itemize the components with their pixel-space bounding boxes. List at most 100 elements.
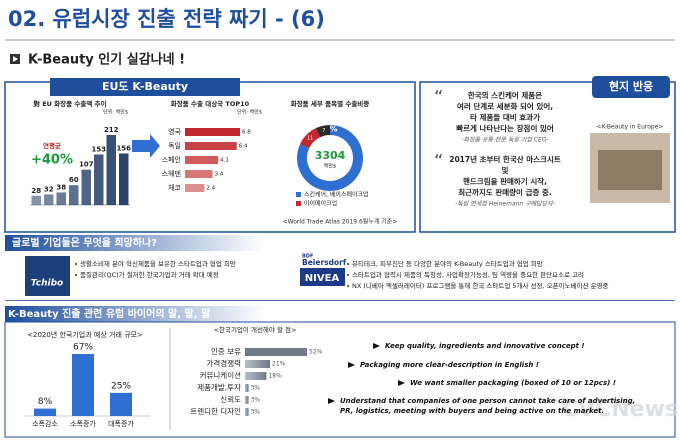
global-title: 글로벌 기업들은 무엇을 희망하나? xyxy=(12,236,157,249)
legend-label: 아이메이크업 xyxy=(304,200,337,208)
value-label: 3% xyxy=(251,397,261,404)
category-label: 스페인 xyxy=(162,155,181,164)
bar xyxy=(245,348,307,356)
buyer-quote: Keep quality, ingredients and innovative… xyxy=(385,342,585,350)
company-item: 품질관리(QC)가 철저한 한국기업과 거래 확대 예정 xyxy=(80,270,219,279)
arrow xyxy=(132,134,160,158)
category-label: 스웨덴 xyxy=(162,169,181,178)
value-label: 21% xyxy=(272,361,286,368)
reaction-title-tab xyxy=(592,76,670,98)
quote-line: 핸드크림을 판매하기 시작, xyxy=(463,176,547,186)
eu-title: EU도 K-Beauty xyxy=(102,80,188,93)
quote-source: -화장품 유통 전문 독일 기업 CEO- xyxy=(461,137,548,144)
bar xyxy=(245,360,271,368)
category-label: 커뮤니케이션 xyxy=(200,370,241,380)
page-title: 02. 유럽시장 진출 전략 짜기 - (6) xyxy=(8,7,325,31)
tchibo-logo xyxy=(25,256,70,296)
bar xyxy=(185,142,237,150)
value-label: 28 xyxy=(31,187,41,195)
source: <World Trade Atlas 2019.6월누계 기준> xyxy=(283,218,398,226)
bar xyxy=(185,184,205,192)
subtitle: K-Beauty 인기 실감나네 ! xyxy=(28,52,185,68)
bar xyxy=(245,372,267,380)
chart-title: <한국기업이 개선해야 할 점> xyxy=(214,325,297,334)
quote-mark: “ xyxy=(434,151,443,172)
donut-segment xyxy=(315,125,331,138)
eu-title-bar xyxy=(50,78,240,96)
value-label: 6.8 xyxy=(242,130,251,136)
bar xyxy=(72,354,94,416)
bar xyxy=(245,408,249,416)
value-label: 7 xyxy=(322,128,325,134)
quote-arrow xyxy=(348,362,355,368)
bar xyxy=(81,169,91,205)
bdf-text: BDF xyxy=(302,254,313,260)
bar xyxy=(185,170,213,178)
global-title-bar xyxy=(5,235,265,251)
buyer-title: K-Beauty 진출 관련 유럽 바이어의 말, 말, 말 xyxy=(8,307,211,320)
item-bullet xyxy=(75,274,77,276)
item-bullet xyxy=(347,285,349,287)
buyer-quote: Packaging more clear-description in Engl… xyxy=(360,361,539,369)
value-label: 4.1 xyxy=(220,158,229,164)
nivea-logo xyxy=(300,268,345,286)
quote-line: 및 xyxy=(502,165,509,175)
value-label: 32 xyxy=(44,185,54,193)
chart-unit: 단위: 백만$ xyxy=(237,109,262,116)
bar xyxy=(56,192,66,205)
note-label: 연평균 xyxy=(43,141,61,150)
legend-swatch xyxy=(296,201,301,206)
center-value: 3304 xyxy=(315,149,346,162)
nivea-text: NIVEA xyxy=(305,273,340,284)
quote-source: -독일 면세점 Heinemann 구매담당자- xyxy=(455,201,555,208)
photo-shelf xyxy=(598,150,662,190)
bar xyxy=(31,195,41,205)
value-label: 52% xyxy=(309,349,323,356)
value-label: 3% xyxy=(251,409,261,416)
company-item: 생활소비재 분야 혁신제품을 보유한 스타트업과 협업 희망 xyxy=(80,259,236,268)
category-label: 체코 xyxy=(168,184,181,192)
quote-mark: “ xyxy=(434,87,443,108)
bar xyxy=(94,154,104,205)
value-label: 60 xyxy=(69,176,79,184)
category-label: 대폭증가 xyxy=(108,419,134,428)
note-value: +40% xyxy=(31,153,73,168)
value-label: 67% xyxy=(73,343,93,353)
item-bullet xyxy=(347,274,349,276)
center-unit: 백만$ xyxy=(324,163,336,170)
company-item: NX (니베아 엑셀러레이터) 프로그램을 통해 한국 스타트업 5개사 선정,… xyxy=(352,281,609,290)
tchibo-logo-text: Tchibo xyxy=(31,279,63,289)
quote-line: 빠르게 나타난다는 장점이 있어 xyxy=(456,123,554,133)
value-label: 11 xyxy=(307,136,313,142)
legend-swatch xyxy=(296,192,301,197)
chart-title: 화장품 수출 대상국 TOP10 xyxy=(171,99,250,108)
buyer-title-bar xyxy=(5,306,265,322)
value-label: 156 xyxy=(116,144,131,152)
category-label: 독일 xyxy=(168,141,181,150)
quote-line: 여러 단계로 세분화 되어 있어, xyxy=(457,101,553,111)
donut-segment xyxy=(300,128,321,149)
legend-label: 스킨케어, 베이스메이크업 xyxy=(304,191,369,199)
bar xyxy=(110,392,132,416)
bar xyxy=(44,194,54,205)
quote-arrow xyxy=(328,398,335,404)
photo-caption: <K-Beauty in Europe> xyxy=(597,124,664,131)
value-label: 38 xyxy=(56,183,66,191)
value-label: 107 xyxy=(79,161,94,169)
buyer-panel xyxy=(4,321,676,438)
value-label: 212 xyxy=(104,126,119,134)
bar xyxy=(245,396,249,404)
category-label: 제품개발,투자 xyxy=(197,382,241,392)
category-label: 인증 보유 xyxy=(211,346,241,356)
bullet-arrow xyxy=(13,56,18,62)
category-label: 트렌디한 디자인 xyxy=(190,406,241,416)
chart-title: 화장품 세부 품목별 수출비중 xyxy=(291,99,370,108)
quote-line: 타 제품들 대비 효과가 xyxy=(470,112,540,122)
category-label: 소폭증가 xyxy=(70,419,96,428)
value-label: 8% xyxy=(38,397,53,407)
bar xyxy=(185,156,219,164)
company-item: 스타트업과 협력시 제품의 독창성, 사업확장가능성, 팀 역량을 중요한 판단… xyxy=(352,270,584,279)
category-label: 가격경쟁력 xyxy=(207,358,242,368)
value-label: 3% xyxy=(251,385,261,392)
